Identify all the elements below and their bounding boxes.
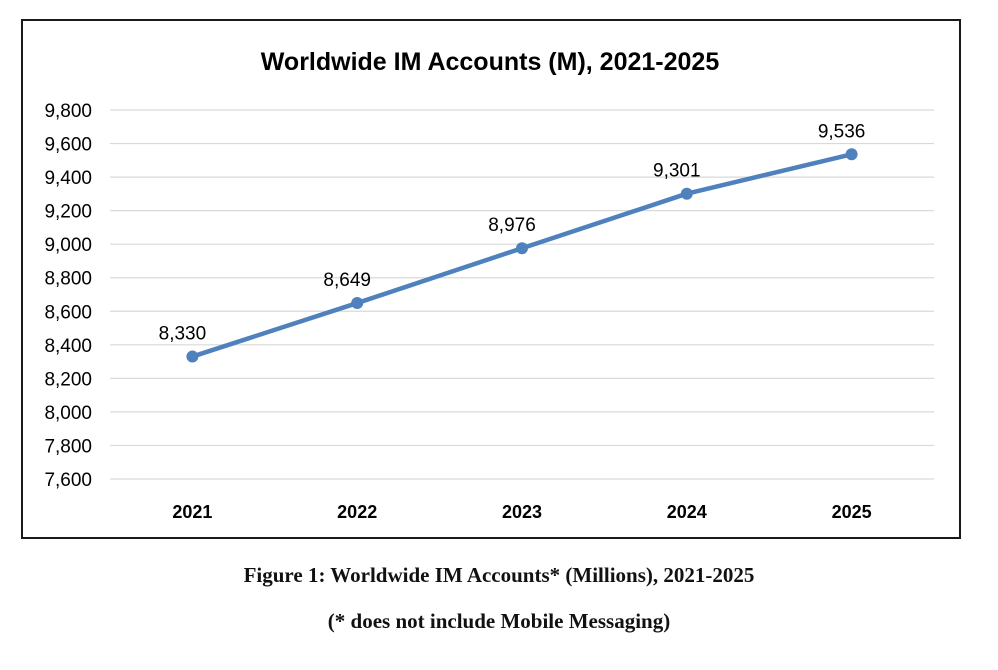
y-tick-label: 8,600 [44, 302, 92, 323]
y-tick-label: 9,400 [44, 168, 92, 189]
y-tick-label: 9,800 [44, 101, 92, 122]
data-point [680, 187, 693, 200]
x-tick-label: 2025 [832, 502, 872, 522]
y-tick-label: 9,200 [44, 202, 92, 223]
y-tick-label: 8,000 [44, 403, 92, 424]
series-line [190, 152, 854, 359]
x-tick-label: 2022 [337, 502, 377, 522]
x-axis-tick-labels: 2021 2022 2023 2024 2025 [172, 502, 871, 522]
y-tick-label: 9,600 [44, 135, 92, 156]
data-point [186, 350, 199, 363]
y-tick-label: 8,200 [44, 369, 92, 390]
y-axis-tick-labels: 7,600 7,800 8,000 8,200 8,400 8,600 8,800 9,000… [44, 101, 92, 491]
y-tick-label: 8,400 [44, 336, 92, 357]
y-tick-label: 7,800 [44, 436, 92, 457]
x-tick-label: 2021 [172, 502, 212, 522]
figure-footnote: (* does not include Mobile Messaging) [327, 609, 671, 633]
data-label: 8,649 [323, 270, 371, 291]
data-label: 8,330 [159, 324, 207, 345]
data-point [845, 148, 858, 161]
y-tick-label: 7,600 [44, 470, 92, 491]
data-label: 9,536 [818, 121, 866, 142]
x-tick-label: 2024 [667, 502, 707, 522]
chart-frame [21, 19, 961, 539]
y-tick-label: 9,000 [44, 235, 92, 256]
y-tick-label: 8,800 [44, 269, 92, 290]
chart-title: Worldwide IM Accounts (M), 2021-2025 [261, 48, 720, 76]
x-tick-label: 2023 [502, 502, 542, 522]
data-point [516, 242, 528, 255]
data-label: 8,976 [488, 215, 536, 236]
series-group: 8,330 8,649 8,976 9,301 9,536 [159, 121, 866, 363]
gridlines [110, 109, 934, 480]
data-label: 9,301 [653, 161, 701, 182]
line-chart: Worldwide IM Accounts (M), 2021-2025 7,6… [44, 48, 934, 522]
data-point [351, 297, 364, 310]
figure-caption: Figure 1: Worldwide IM Accounts* (Millio… [243, 563, 755, 587]
